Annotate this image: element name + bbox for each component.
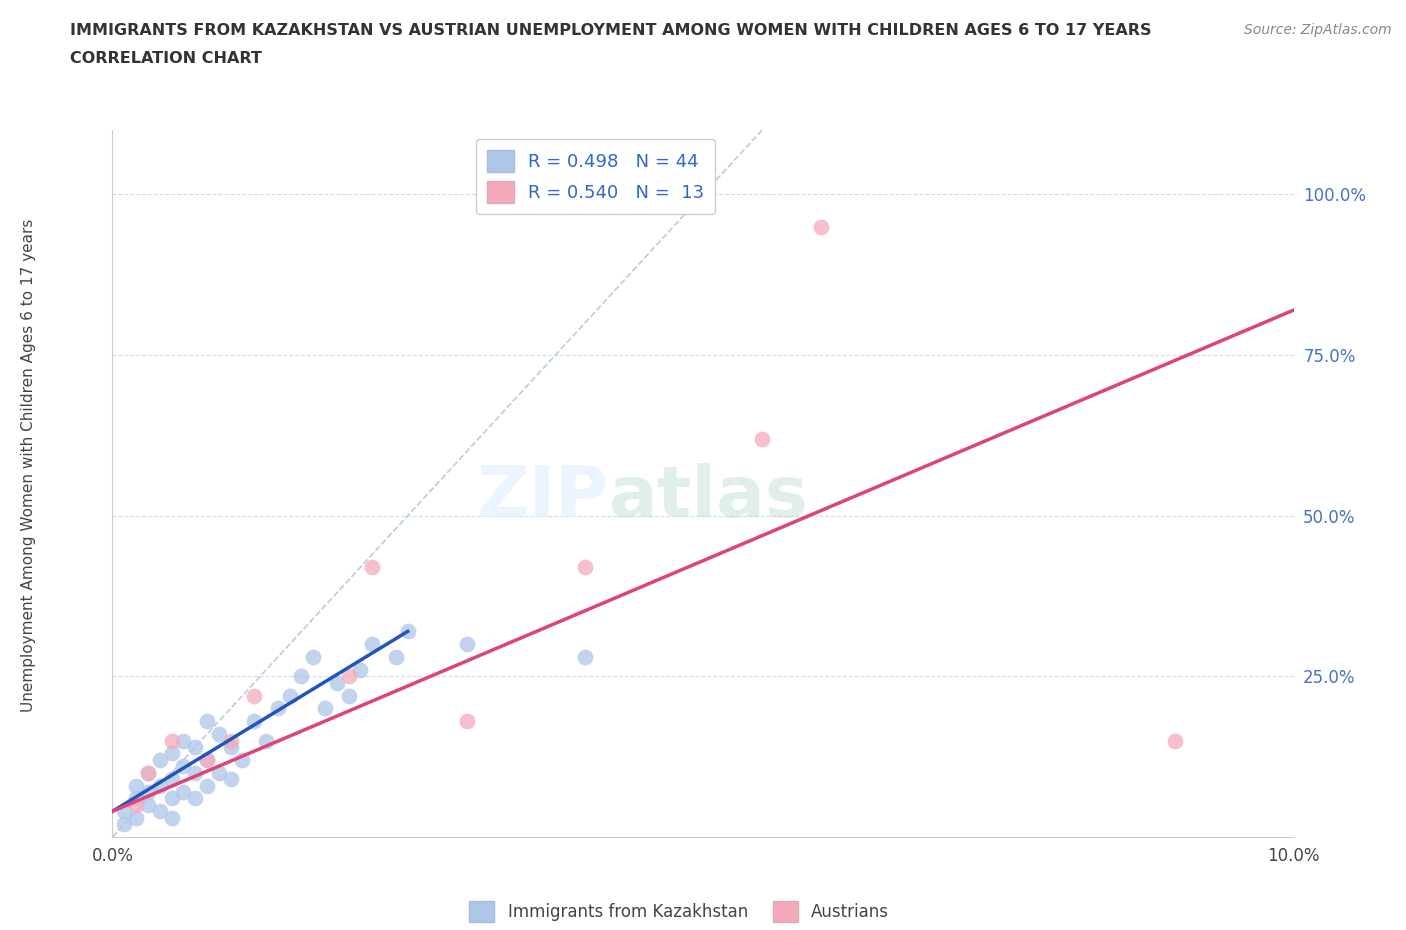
Point <box>195 714 218 729</box>
Point <box>184 739 207 754</box>
Point <box>136 785 159 800</box>
Point <box>314 701 336 716</box>
Text: atlas: atlas <box>609 463 808 532</box>
Point <box>219 772 242 787</box>
Point <box>254 733 277 748</box>
Point <box>361 560 384 575</box>
Point <box>337 669 360 684</box>
Legend: Immigrants from Kazakhstan, Austrians: Immigrants from Kazakhstan, Austrians <box>463 895 896 928</box>
Point <box>267 701 290 716</box>
Point <box>208 726 231 741</box>
Point <box>219 739 242 754</box>
Point <box>243 714 266 729</box>
Point <box>574 650 596 665</box>
Point <box>456 637 478 652</box>
Text: CORRELATION CHART: CORRELATION CHART <box>70 51 262 66</box>
Point <box>574 560 596 575</box>
Point <box>160 746 183 761</box>
Text: ZIP: ZIP <box>477 463 609 532</box>
Text: IMMIGRANTS FROM KAZAKHSTAN VS AUSTRIAN UNEMPLOYMENT AMONG WOMEN WITH CHILDREN AG: IMMIGRANTS FROM KAZAKHSTAN VS AUSTRIAN U… <box>70 23 1152 38</box>
Point <box>302 650 325 665</box>
Point <box>243 688 266 703</box>
Point <box>1164 733 1187 748</box>
Point <box>160 791 183 806</box>
Point <box>160 810 183 825</box>
Point <box>172 759 194 774</box>
Point <box>149 752 172 767</box>
Point <box>361 637 384 652</box>
Point <box>396 624 419 639</box>
Point <box>149 778 172 793</box>
Point <box>125 797 148 812</box>
Point <box>149 804 172 818</box>
Point <box>290 669 312 684</box>
Point <box>112 817 135 831</box>
Point <box>231 752 253 767</box>
Point <box>810 219 832 234</box>
Point <box>326 675 349 690</box>
Text: Unemployment Among Women with Children Ages 6 to 17 years: Unemployment Among Women with Children A… <box>21 219 35 711</box>
Point <box>172 785 194 800</box>
Point <box>278 688 301 703</box>
Point <box>184 765 207 780</box>
Point <box>136 797 159 812</box>
Point <box>208 765 231 780</box>
Point <box>136 765 159 780</box>
Point <box>349 662 371 677</box>
Point <box>125 810 148 825</box>
Point <box>337 688 360 703</box>
Point <box>136 765 159 780</box>
Point <box>112 804 135 818</box>
Point <box>751 432 773 446</box>
Point <box>219 733 242 748</box>
Point <box>195 752 218 767</box>
Point <box>172 733 194 748</box>
Point <box>125 778 148 793</box>
Point <box>385 650 408 665</box>
Point <box>160 772 183 787</box>
Point <box>184 791 207 806</box>
Point <box>160 733 183 748</box>
Point <box>456 714 478 729</box>
Point <box>195 778 218 793</box>
Point <box>125 791 148 806</box>
Text: Source: ZipAtlas.com: Source: ZipAtlas.com <box>1244 23 1392 37</box>
Point <box>195 752 218 767</box>
